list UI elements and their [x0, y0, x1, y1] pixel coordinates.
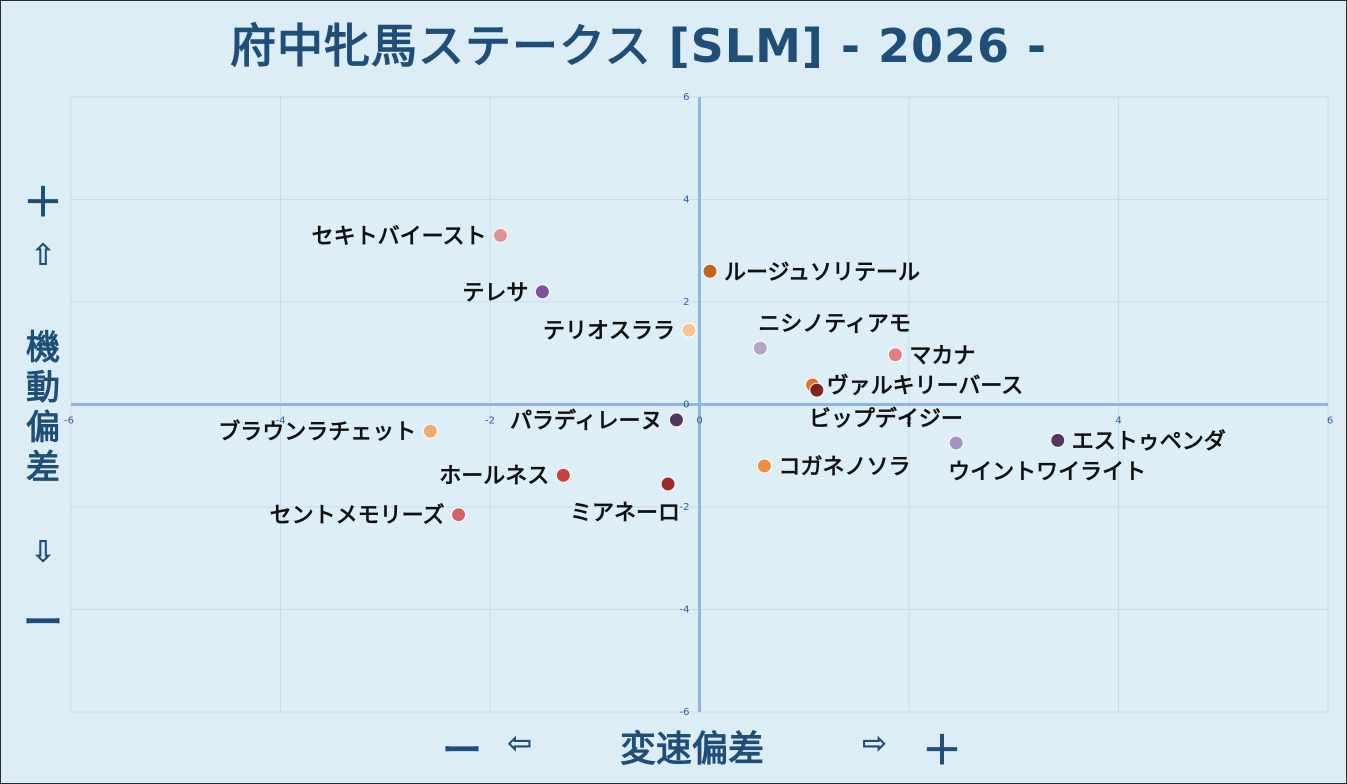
x-tick-label: -4: [276, 416, 286, 427]
data-point: [534, 284, 550, 300]
y-axis-title-text: 機動偏差: [26, 328, 60, 488]
data-point: [492, 227, 508, 243]
point-label: マカナ: [909, 344, 975, 369]
data-point: [1050, 432, 1066, 448]
y-tick-label: -4: [680, 605, 690, 616]
data-point: [948, 435, 964, 451]
point-label: ホールネス: [439, 464, 549, 489]
x-tick-label: 2: [906, 416, 912, 427]
data-point: [702, 263, 718, 279]
point-label: テリオスララ: [543, 319, 675, 344]
right-arrow-icon: ⇨: [862, 726, 888, 761]
y-tick-label: 2: [683, 297, 689, 308]
x-tick-label: 0: [696, 416, 702, 427]
data-point: [887, 347, 903, 363]
point-label: エストゥペンダ: [1072, 428, 1226, 454]
point-label: ミアネーロ: [570, 501, 680, 526]
axes: [71, 97, 1328, 712]
x-tick-label: 6: [1327, 416, 1333, 427]
x-tick-label: 4: [1115, 416, 1121, 427]
y-tick-label: -6: [680, 707, 690, 718]
point-label: セントメモリーズ: [270, 503, 445, 529]
x-tick-label: -2: [485, 416, 495, 427]
point-label: ニシノティアモ: [758, 312, 911, 337]
point-label: ウイントワイライト: [948, 460, 1146, 485]
data-point: [681, 322, 697, 338]
data-point: [422, 423, 438, 439]
y-axis-plus-label: ＋: [23, 180, 63, 226]
tick-labels: -6 -4 -2 0 2 4 6 6 4 2 0 -2 -4 -6: [64, 92, 1333, 718]
y-tick-label: 0: [683, 400, 689, 411]
y-axis-minus-label: ー: [23, 600, 63, 646]
data-point: [756, 458, 772, 474]
point-label: ルージュソリテール: [724, 260, 920, 285]
data-point: [752, 340, 768, 356]
y-tick-label: 4: [683, 195, 689, 206]
down-arrow-icon: ⇩: [30, 535, 56, 570]
data-point: [809, 382, 825, 398]
data-points: [422, 227, 1066, 523]
point-label: ヴァルキリーバース: [827, 373, 1024, 399]
y-tick-label: 6: [683, 92, 689, 103]
point-label: テレサ: [462, 281, 528, 306]
point-label: セキトバイースト: [312, 224, 487, 249]
point-label: パラディレーヌ: [510, 408, 662, 434]
x-axis-title: 変速偏差: [620, 729, 765, 770]
y-axis-title: 機動偏差: [22, 328, 64, 488]
left-arrow-icon: ⇦: [507, 726, 533, 761]
data-point: [555, 467, 571, 483]
point-label: コガネノソラ: [778, 455, 910, 480]
x-axis-minus-label: ー: [442, 728, 482, 774]
data-point: [660, 476, 676, 492]
data-point: [668, 412, 684, 428]
point-label: ビップデイジー: [809, 406, 963, 432]
y-tick-label: -2: [680, 502, 690, 513]
chart-title: 府中牝馬ステークス [SLM] - 2026 -: [230, 19, 1048, 73]
data-point: [451, 507, 467, 523]
x-axis-plus-label: ＋: [922, 728, 962, 774]
up-arrow-icon: ⇧: [30, 238, 56, 273]
point-label: ブラウンラチェット: [218, 419, 416, 445]
x-tick-label: -6: [64, 416, 74, 427]
